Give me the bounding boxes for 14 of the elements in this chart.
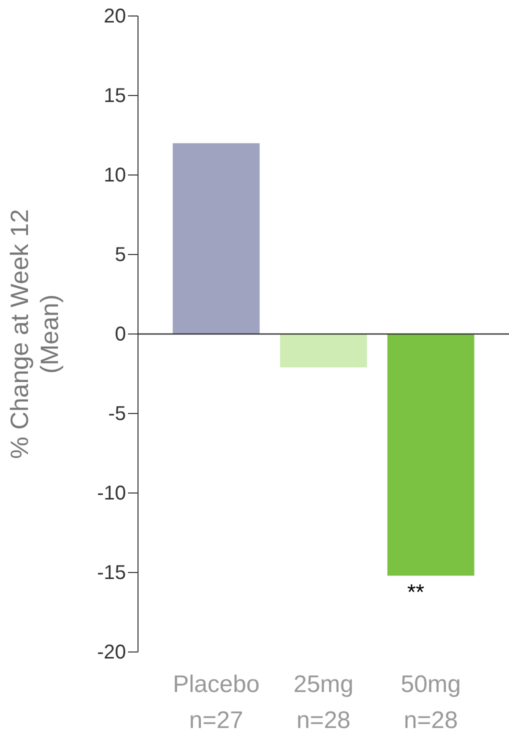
y-tick-label: -20 [97,641,126,664]
y-tick-label: 15 [104,84,126,107]
y-tick-label: 10 [104,164,126,186]
y-tick-label: 5 [114,244,126,266]
y-tick-label: -10 [97,482,126,504]
y-axis-title: % Change at Week 12 (Mean) [6,209,64,459]
x-tick-label: Placebo n=27 [172,671,260,734]
y-tick-label: 0 [114,323,126,346]
x-tick-label: 50mg n=28 [400,671,461,734]
y-tick-label: -5 [108,402,126,425]
y-tick-label: 20 [104,5,126,28]
y-tick-label: -15 [97,562,126,584]
annotation: ** [407,580,425,605]
x-tick-label: 25mg n=28 [293,671,354,734]
